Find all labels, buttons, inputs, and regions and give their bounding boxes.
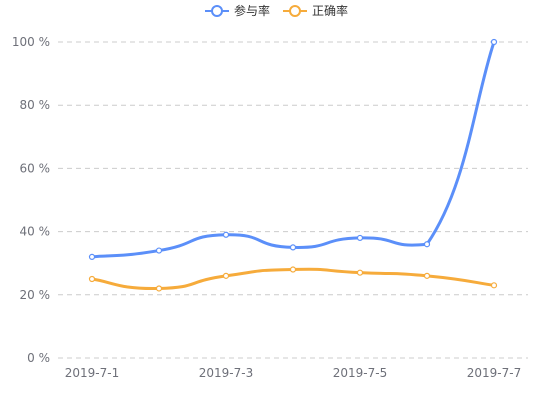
x-tick-label: 2019-7-3	[199, 366, 253, 380]
legend-label: 参与率	[234, 3, 270, 18]
y-tick-label: 20 %	[20, 288, 51, 302]
series	[88, 38, 498, 292]
data-point[interactable]	[88, 253, 96, 260]
legend-item[interactable]: 参与率	[205, 3, 270, 18]
data-point[interactable]	[490, 38, 498, 46]
x-axis: 2019-7-1 2019-7-3 2019-7-5 2019-7-7	[65, 366, 521, 380]
data-point[interactable]	[155, 247, 163, 254]
series-line	[90, 40, 496, 259]
y-tick-label: 80 %	[20, 98, 51, 112]
data-point[interactable]	[289, 244, 297, 251]
x-tick-label: 2019-7-1	[65, 366, 119, 380]
data-point[interactable]	[289, 266, 297, 273]
data-point[interactable]	[155, 285, 163, 292]
x-tick-label: 2019-7-5	[333, 366, 387, 380]
grid	[58, 41, 528, 359]
data-point[interactable]	[490, 282, 498, 289]
series-1	[88, 38, 498, 260]
data-point[interactable]	[222, 231, 230, 238]
data-point[interactable]	[423, 272, 431, 279]
data-point[interactable]	[423, 241, 431, 248]
legend-item[interactable]: 正确率	[283, 3, 348, 18]
x-tick-label: 2019-7-7	[467, 366, 521, 380]
y-tick-label: 40 %	[20, 225, 51, 239]
y-axis: 0 % 20 % 40 % 60 % 80 % 100 %	[12, 35, 50, 365]
y-tick-label: 60 %	[20, 161, 51, 175]
legend-marker-icon	[211, 5, 223, 17]
y-tick-label: 0 %	[27, 351, 50, 365]
data-point[interactable]	[88, 275, 96, 283]
data-point[interactable]	[356, 269, 364, 276]
legend-label: 正确率	[312, 3, 348, 18]
data-point[interactable]	[222, 272, 230, 279]
y-tick-label: 100 %	[12, 35, 50, 49]
data-point[interactable]	[356, 234, 364, 242]
legend[interactable]: 参与率 正确率	[205, 3, 348, 18]
series-2	[88, 266, 498, 292]
legend-marker-icon	[289, 5, 301, 17]
